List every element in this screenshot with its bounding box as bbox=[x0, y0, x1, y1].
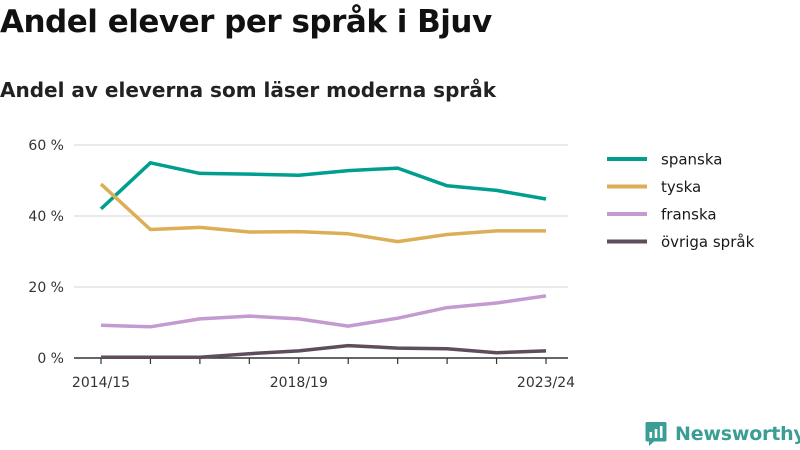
x-tick-label: 2018/19 bbox=[270, 375, 328, 391]
newsworthy-bar-chart-icon bbox=[645, 422, 667, 446]
y-axis-labels: 0 % 20 % 40 % 60 % bbox=[28, 138, 64, 367]
series-line-tyska bbox=[99, 182, 546, 244]
chart-title: Andel elever per språk i Bjuv bbox=[0, 4, 492, 40]
x-tick-label: 2023/24 bbox=[517, 375, 575, 391]
y-tick-label: 40 % bbox=[28, 209, 64, 225]
x-axis-labels: 2014/15 2018/19 2023/24 bbox=[72, 375, 575, 391]
series-line-övriga-språk bbox=[101, 343, 547, 360]
y-tick-label: 20 % bbox=[28, 280, 64, 296]
legend-label: spanska bbox=[661, 151, 722, 169]
grid-lines bbox=[74, 144, 568, 288]
brand-name: Newsworthy bbox=[675, 423, 800, 445]
y-tick-label: 60 % bbox=[28, 138, 64, 154]
legend-item: franska bbox=[607, 206, 717, 224]
series-line-franska bbox=[100, 294, 547, 329]
legend-label: franska bbox=[661, 206, 717, 224]
series-line-spanska bbox=[99, 161, 547, 211]
legend-label: tyska bbox=[661, 178, 701, 196]
series-lines bbox=[99, 161, 547, 360]
legend: spanska tyska franska övriga språk bbox=[607, 151, 755, 251]
legend-item: övriga språk bbox=[607, 233, 755, 251]
legend-label: övriga språk bbox=[661, 233, 755, 251]
y-tick-label: 0 % bbox=[37, 351, 64, 367]
legend-item: tyska bbox=[607, 178, 701, 196]
chart-subtitle: Andel av eleverna som läser moderna språ… bbox=[0, 78, 497, 102]
legend-item: spanska bbox=[607, 151, 722, 169]
x-tick-label: 2014/15 bbox=[72, 375, 130, 391]
newsworthy-logo: Newsworthy bbox=[645, 420, 800, 448]
